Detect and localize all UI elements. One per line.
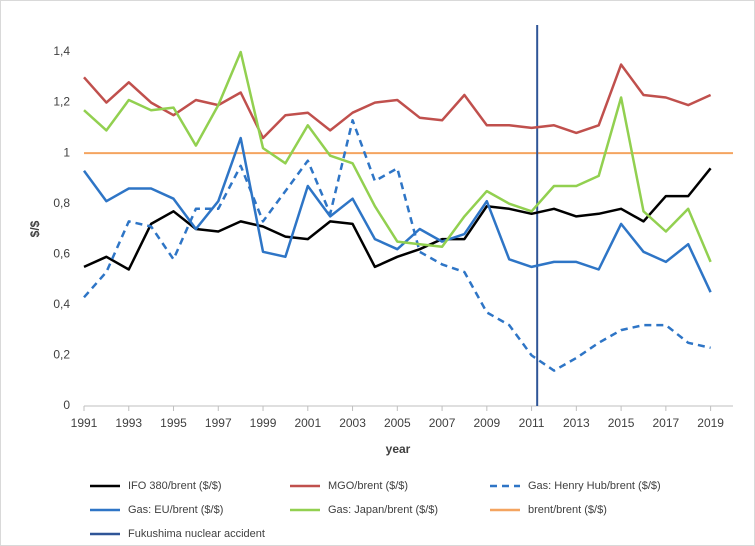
y-tick-label: 0 <box>63 398 70 412</box>
y-tick-label: 1,4 <box>53 44 70 58</box>
legend-label: Gas: Henry Hub/brent ($/$) <box>528 480 661 492</box>
x-tick-label: 2019 <box>697 416 724 430</box>
series-line <box>82 136 712 293</box>
y-axis-label: $/$ <box>28 220 42 237</box>
x-tick-label: 1991 <box>71 416 98 430</box>
y-tick-label: 1,2 <box>53 95 70 109</box>
x-axis-label: year <box>386 442 411 456</box>
series-line <box>83 50 712 263</box>
x-tick-label: 2015 <box>608 416 635 430</box>
x-tick-label: 2007 <box>429 416 456 430</box>
x-tick-label: 2009 <box>473 416 500 430</box>
x-tick-label: 2001 <box>294 416 321 430</box>
y-tick-label: 0,2 <box>53 348 70 362</box>
x-tick-label: 2011 <box>519 416 545 430</box>
legend-label: brent/brent ($/$) <box>528 504 607 516</box>
legend-label: MGO/brent ($/$) <box>328 480 408 492</box>
x-tick-label: 2005 <box>384 416 411 430</box>
x-tick-label: 2017 <box>653 416 680 430</box>
y-tick-label: 0,8 <box>53 196 70 210</box>
x-tick-label: 1993 <box>115 416 142 430</box>
legend-label: Gas: EU/brent ($/$) <box>128 504 223 516</box>
series-line <box>83 167 712 271</box>
x-tick-label: 1995 <box>160 416 187 430</box>
x-tick-label: 1999 <box>250 416 277 430</box>
y-tick-label: 0,6 <box>53 246 70 260</box>
legend-label: IFO 380/brent ($/$) <box>128 480 222 492</box>
series-line <box>83 63 712 140</box>
y-tick-label: 0,4 <box>53 297 70 311</box>
x-tick-label: 1997 <box>205 416 232 430</box>
legend-label: Gas: Japan/brent ($/$) <box>328 504 438 516</box>
legend-label: Fukushima nuclear accident <box>128 528 265 540</box>
x-tick-label: 2003 <box>339 416 366 430</box>
x-tick-label: 2013 <box>563 416 590 430</box>
y-tick-label: 1 <box>63 145 70 159</box>
